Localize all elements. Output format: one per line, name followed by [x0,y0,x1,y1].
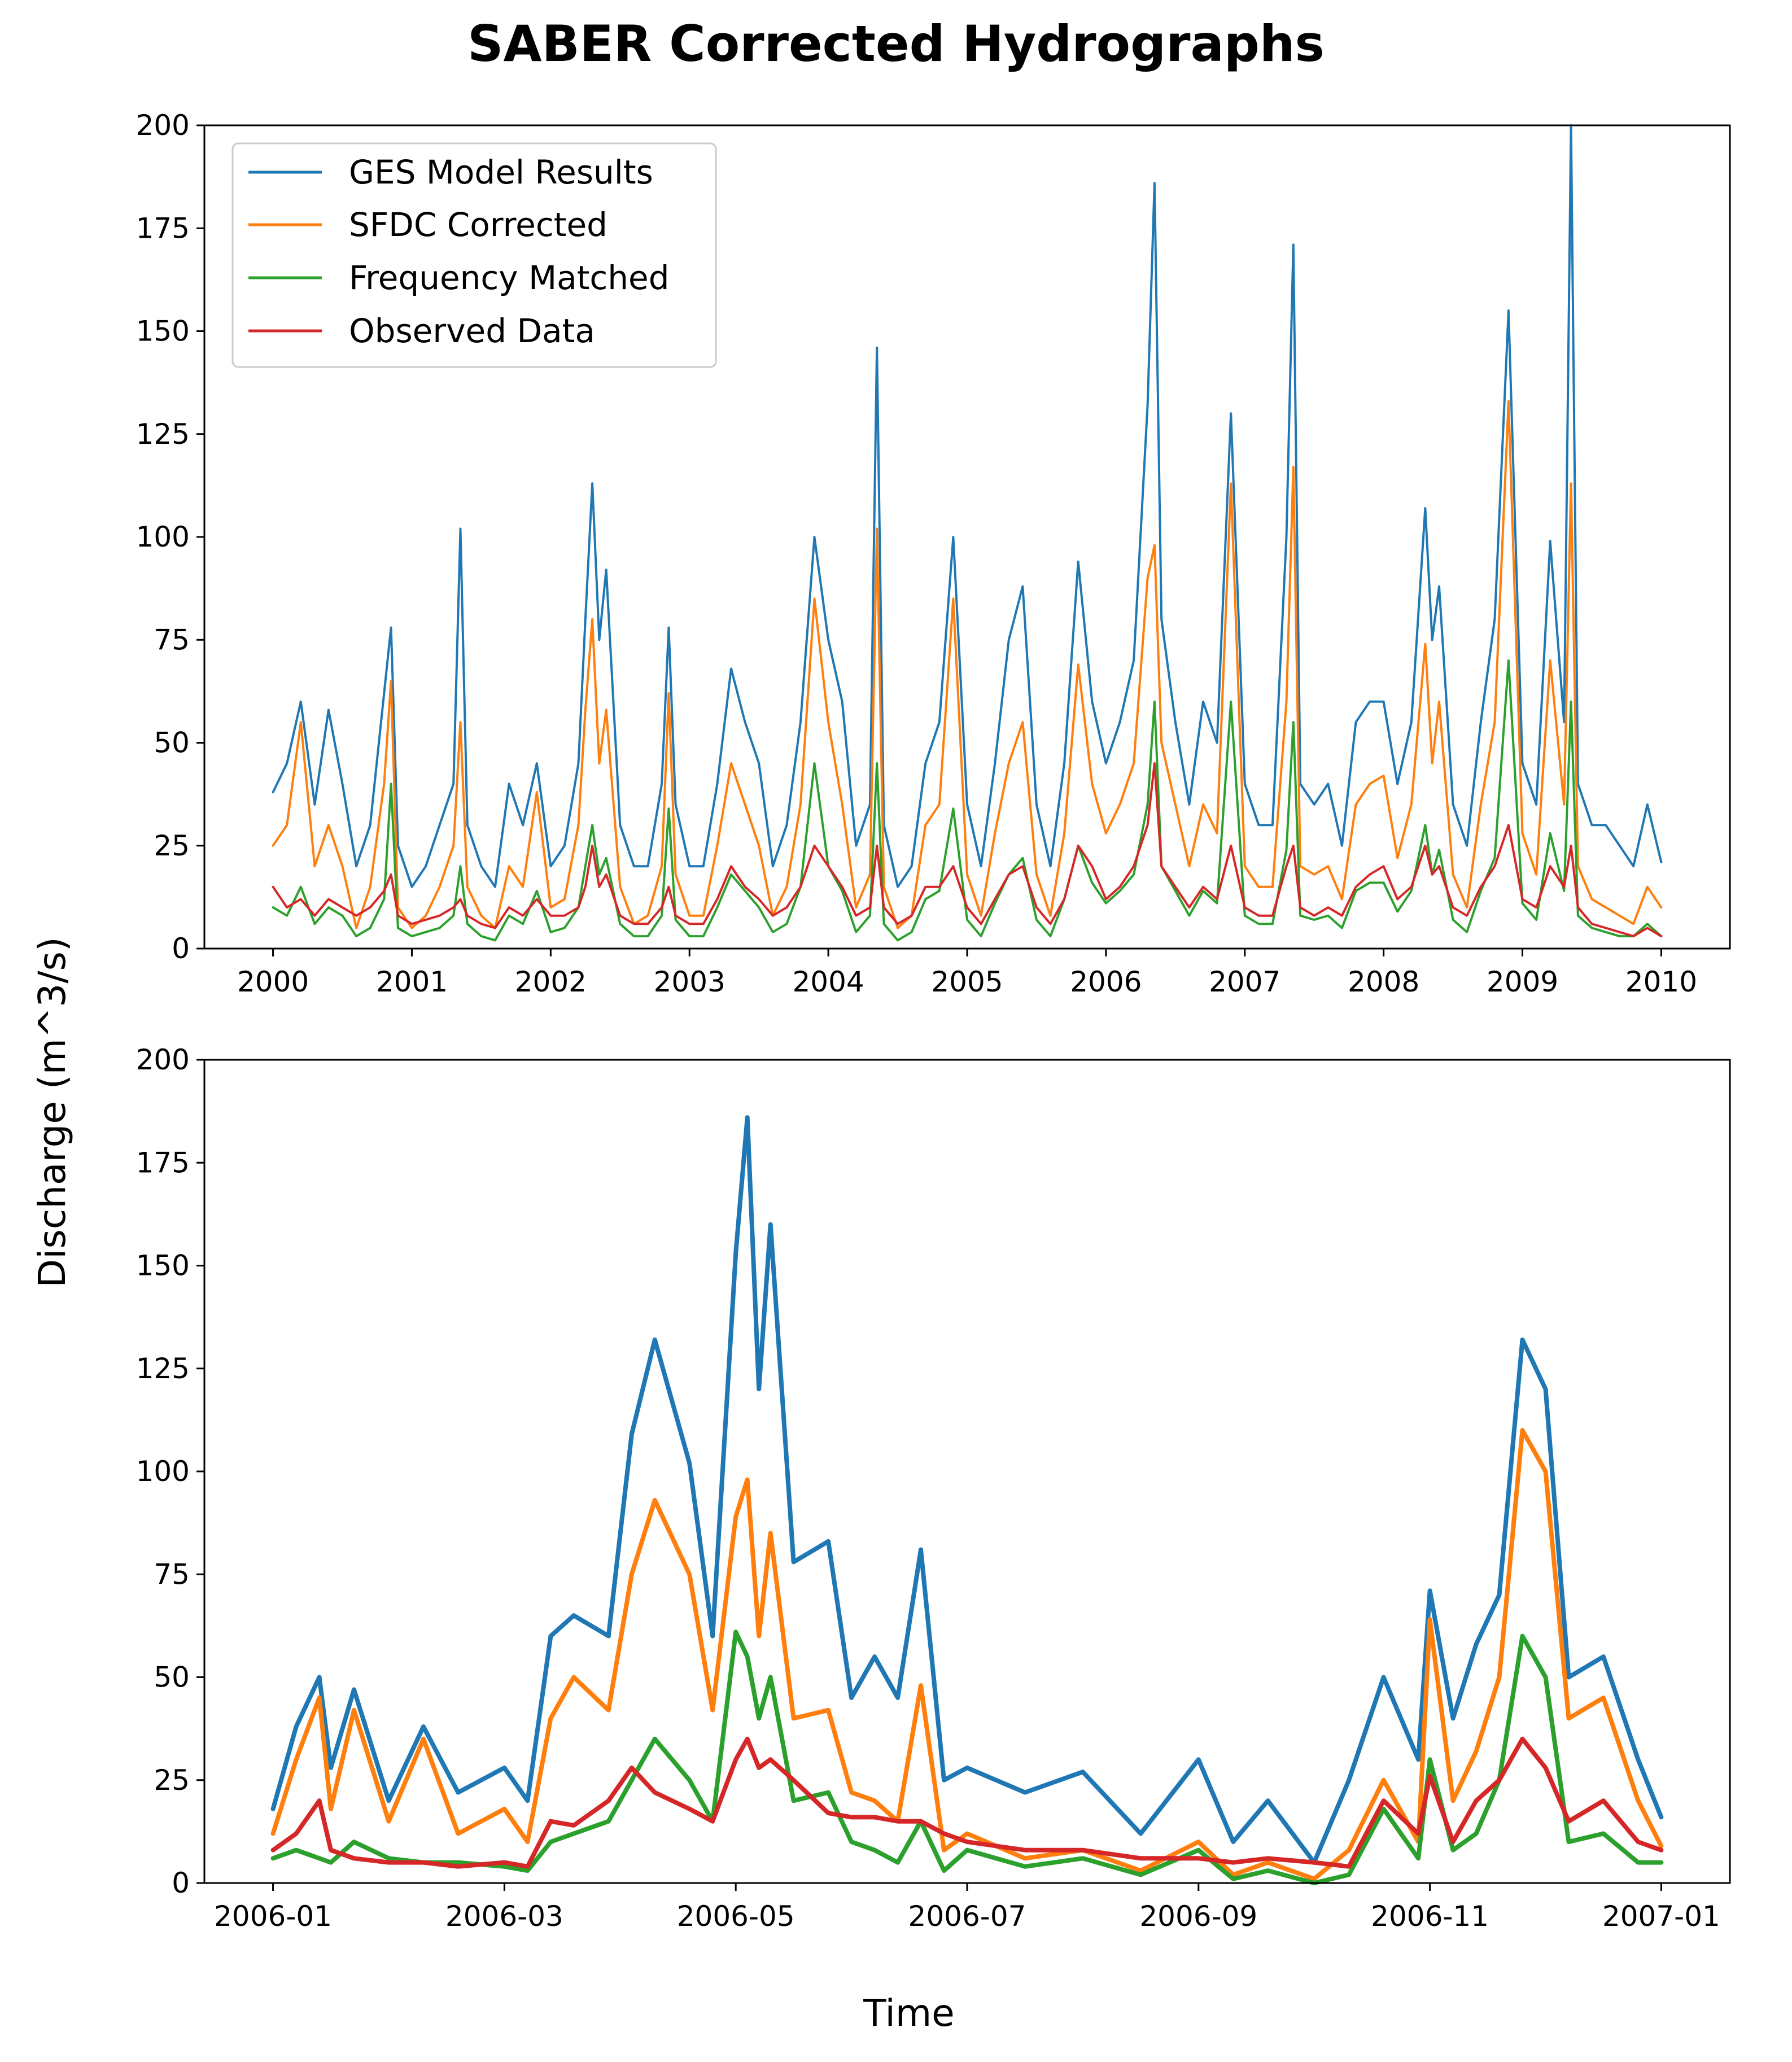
top-y-tick-label: 125 [136,418,190,451]
bottom-y-tick-label: 150 [136,1250,190,1282]
top-x-tick-label: 2008 [1348,966,1419,998]
top-y-tick-label: 50 [154,727,190,759]
top-x-tick-label: 2006 [1070,966,1142,998]
top-y-tick-label: 0 [172,932,190,965]
bottom-panel-frame [203,1059,1731,1884]
bottom-series-observed [270,1736,1664,1869]
top-panel-ticks: 0 25 50 75 100 125 150 175 200 2000 2001 2002 2003 20… [136,109,1697,998]
top-series-ges [272,124,1663,888]
bottom-x-tick-label: 2006-01 [214,1900,332,1933]
legend-label-ges: GES Model Results [349,153,653,191]
bottom-y-tick-label: 75 [154,1558,190,1591]
top-x-tick-label: 2007 [1209,966,1280,998]
top-x-tick-label: 2009 [1487,966,1558,998]
bottom-series-ges [270,1115,1664,1865]
top-panel-frame [203,124,1731,950]
bottom-y-tick-label: 25 [154,1764,190,1797]
top-x-tick-label: 2004 [792,966,864,998]
bottom-x-tick-label: 2006-09 [1139,1900,1257,1933]
bottom-y-tick-label: 200 [136,1043,190,1076]
top-x-tick-label: 2001 [376,966,448,998]
y-axis-label: Discharge (m^3/s) [30,937,74,1287]
top-y-tick-label: 175 [136,212,190,244]
legend: GES Model Results SFDC Corrected Frequen… [231,142,717,368]
bottom-panel-ticks: 0 25 50 75 100 125 150 175 200 2006-01 2006-03 2006… [136,1043,1720,1933]
top-y-tick-label: 200 [136,109,190,142]
top-panel-series [272,124,1663,942]
top-series-sfdc [272,400,1663,929]
legend-label-sfdc: SFDC Corrected [349,206,607,244]
legend-label-observed: Observed Data [349,312,595,350]
bottom-y-tick-label: 125 [136,1352,190,1385]
bottom-panel-series [270,1115,1664,1885]
x-axis-label: Time [863,1991,955,2035]
bottom-y-tick-label: 175 [136,1146,190,1179]
bottom-x-tick-label: 2006-03 [445,1900,563,1933]
bottom-y-tick-label: 50 [154,1661,190,1694]
bottom-x-tick-label: 2006-11 [1371,1900,1489,1933]
bottom-x-tick-label: 2006-05 [677,1900,795,1933]
top-y-tick-label: 150 [136,315,190,348]
bottom-x-tick-label: 2006-07 [908,1900,1026,1933]
bottom-y-tick-label: 0 [172,1867,190,1899]
top-series-observed [272,762,1663,938]
legend-box [231,142,717,368]
figure-title: SABER Corrected Hydrographs [467,15,1325,73]
top-x-tick-label: 2005 [931,966,1003,998]
bottom-series-frequency [270,1629,1664,1885]
bottom-y-tick-label: 100 [136,1455,190,1488]
bottom-panel-2006: 0 25 50 75 100 125 150 175 200 2006-01 2006-03 2006… [136,1043,1731,1933]
top-y-tick-label: 75 [154,623,190,656]
top-y-tick-label: 100 [136,521,190,553]
bottom-series-sfdc [270,1428,1664,1881]
top-panel-full-period: 0 25 50 75 100 125 150 175 200 2000 2001 2002 2003 20… [136,109,1731,998]
top-x-tick-label: 2000 [237,966,309,998]
legend-label-frequency: Frequency Matched [349,259,670,297]
top-x-tick-label: 2003 [654,966,725,998]
top-x-tick-label: 2010 [1625,966,1697,998]
top-series-frequency [272,659,1663,942]
top-x-tick-label: 2002 [515,966,587,998]
top-y-tick-label: 25 [154,829,190,862]
bottom-x-tick-label: 2007-01 [1602,1900,1720,1933]
